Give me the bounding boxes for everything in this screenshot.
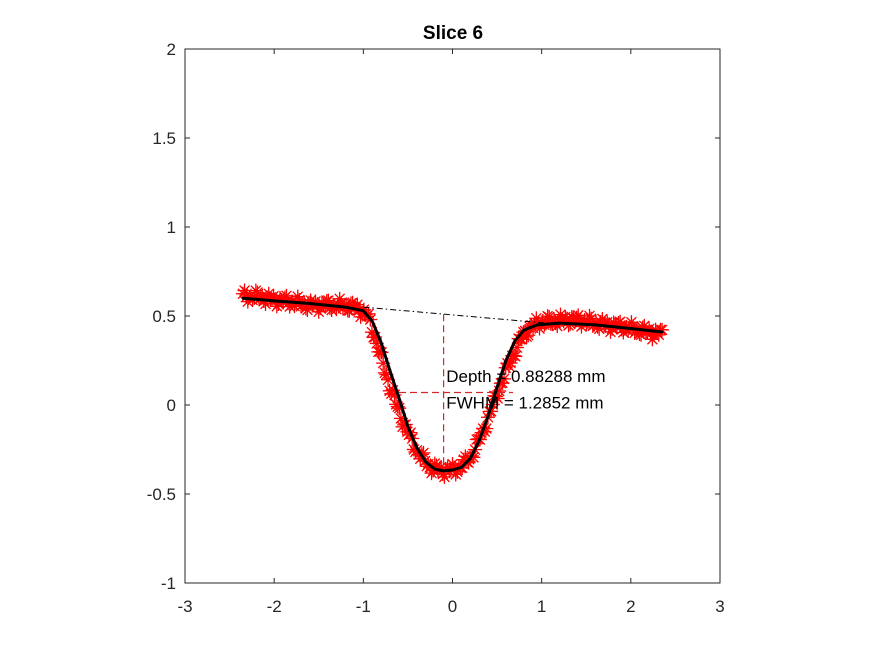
x-tick-label: 2 — [626, 597, 635, 616]
marker-stroke — [585, 313, 597, 325]
marker-stroke — [252, 287, 263, 298]
baseline-line — [363, 306, 547, 324]
x-tick-label: 1 — [537, 597, 546, 616]
marker-point — [508, 349, 523, 364]
marker-stroke — [334, 293, 346, 305]
x-tick-label: -1 — [356, 597, 371, 616]
marker-stroke — [239, 285, 250, 296]
marker-stroke — [555, 309, 566, 321]
y-tick-label: 1 — [167, 218, 176, 237]
marker-stroke — [572, 309, 584, 321]
marker-stroke — [626, 316, 637, 328]
chart-title: Slice 6 — [423, 23, 483, 44]
marker-stroke — [376, 346, 387, 358]
y-tick-label: 1.5 — [152, 129, 176, 148]
x-tick-label: -2 — [267, 597, 282, 616]
marker-stroke — [263, 288, 275, 300]
y-tick-label: 2 — [167, 40, 176, 59]
marker-stroke — [497, 377, 508, 389]
fitted-curve-line — [241, 296, 664, 473]
annotations: Depth = 0.88288 mm FWHM = 1.2852 mm — [446, 367, 605, 413]
x-tick-label: -3 — [177, 597, 192, 616]
marker-stroke — [498, 373, 510, 385]
fwhm-annotation: FWHM = 1.2852 mm — [446, 394, 603, 413]
marker-stroke — [347, 297, 358, 309]
marker-point — [490, 391, 505, 406]
axes: -3 -2 -1 0 1 2 3 -1 -0.5 0 0.5 1 1.5 2 — [147, 40, 725, 616]
y-tick-label: -1 — [161, 574, 176, 593]
y-tick-label: -0.5 — [147, 485, 176, 504]
marker-stroke — [596, 313, 608, 325]
y-tick-label: 0.5 — [152, 307, 176, 326]
marker-stroke — [363, 308, 375, 320]
y-tick-label: 0 — [167, 396, 176, 415]
marker-stroke — [656, 324, 668, 336]
marker-stroke — [468, 452, 479, 463]
marker-stroke — [530, 312, 542, 324]
x-tick-label: 3 — [715, 597, 724, 616]
depth-annotation: Depth = 0.88288 mm — [446, 367, 605, 386]
marker-stroke — [509, 350, 521, 362]
plot-lines — [241, 296, 664, 473]
marker-stroke — [543, 311, 555, 323]
marker-stroke — [492, 393, 504, 404]
marker-point — [655, 322, 670, 337]
x-tick-label: 0 — [448, 597, 457, 616]
